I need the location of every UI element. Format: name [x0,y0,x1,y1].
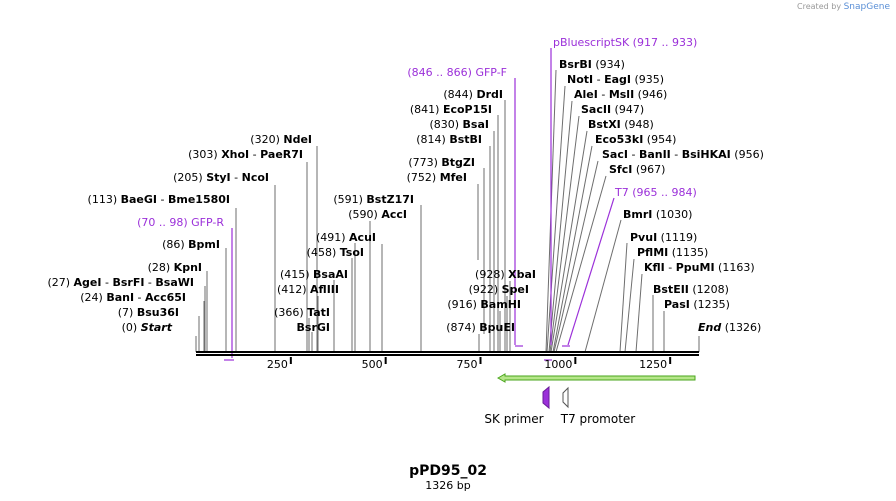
site-label-bsai: (830) BsaI [429,118,489,131]
site-label-ndei: (320) NdeI [250,133,312,146]
site-label-alei: AleI - MslI (946) [574,88,667,101]
connector-eco53ki [552,145,593,353]
tick-label-750: 750 [457,358,478,371]
map-title: pPD95_02 [409,463,487,479]
connector-kfli [635,273,643,353]
site-label-afliii: (412) AflIII [277,283,339,296]
labels: (27) AgeI - BsrFI - BsaWI (24) BanI - Acc… [47,36,763,334]
feature-arrow [496,373,696,383]
connector-alei [548,100,573,353]
connector-bstxi [550,130,588,353]
site-label-styi: (205) StyI - NcoI [173,171,269,184]
sk-primer-icon [542,385,550,410]
site-label-eco53ki: Eco53kI (954) [595,133,676,146]
site-label-bsu36i: (7) Bsu36I [118,306,179,319]
site-label-pasi: PasI (1235) [664,298,730,311]
site-label-mfei: (752) MfeI [407,171,467,184]
tick-label-500: 500 [362,358,383,371]
connector-bmri [584,219,622,353]
site-label-bstbi: (814) BstBI [416,133,482,146]
backbone-bottom-strand [196,354,699,356]
sk-primer-label: SK primer [484,412,543,426]
primer-label-pbluescriptsk: pBluescriptSK (917 .. 933) [553,36,697,49]
site-label-tati: (366) TatI [274,306,330,319]
primer-lines [224,48,615,361]
site-label-pflmi: PflMI (1135) [637,246,708,259]
site-label-sfci: SfcI (967) [609,163,665,176]
site-label-kpni: (28) KpnI [148,261,202,274]
tick-label-1250: 1250 [639,358,667,371]
site-label-bsteii: BstEII (1208) [653,283,729,296]
site-label-saci: SacI - BanII - BsiHKAI (956) [602,148,764,161]
primer-label-t7: T7 (965 .. 984) [614,186,697,199]
site-label-bpuei: (874) BpuEI [446,321,515,334]
connector-sfci [555,175,607,353]
site-label-drdi: (844) DrdI [443,88,503,101]
site-label-xhoi: (303) XhoI - PaeR7I [188,148,303,161]
site-label-bstxi: BstXI (948) [588,118,654,131]
end-label: End (1326) [698,321,761,334]
site-label-xbai: (928) XbaI [475,268,536,281]
site-label-acui: (491) AcuI [316,231,376,244]
primer-label-gfp-f: (846 .. 866) GFP-F [407,66,507,79]
brand-prefix: Created by [797,2,842,11]
site-label-spei: (922) SpeI [469,283,529,296]
snapgene-logo: SnapGene [843,2,890,12]
site-label-pvui: PvuI (1119) [630,231,697,244]
site-label-agei: (27) AgeI - BsrFI - BsaWI [47,276,194,289]
t7-promoter-icon [562,386,569,409]
site-label-acci: (590) AccI [348,208,407,221]
t7-promoter-label: T7 promoter [560,412,636,426]
site-label-baegi: (113) BaeGI - Bme1580I [88,193,230,206]
site-label-noti: NotI - EagI (935) [567,73,664,86]
connector-saci [553,160,599,353]
connector-noti [546,85,566,353]
connector-pflmi [624,258,635,353]
site-label-tsoi: (458) TsoI [307,246,364,259]
site-label-bpmi: (86) BpmI [162,238,220,251]
ruler-ticks: 250 500 750 1000 1250 [267,357,672,371]
t7-line [567,197,615,346]
brand-credit: Created by SnapGene [797,2,890,12]
site-label-bstz17i: (591) BstZ17I [333,193,414,206]
site-label-btgzi: (773) BtgZI [408,156,475,169]
site-label-kfli: KflI - PpuMI (1163) [644,261,755,274]
site-label-bsrbi: BsrBI (934) [559,58,625,71]
sequence-backbone [196,351,699,356]
primer-label-gfp-r: (70 .. 98) GFP-R [137,216,224,229]
site-label-bani: (24) BanI - Acc65I [80,291,186,304]
tick-label-250: 250 [267,358,288,371]
backbone-top-strand [196,351,699,353]
tick-label-1000: 1000 [544,358,572,371]
site-label-ecop15i: (841) EcoP15I [410,103,492,116]
connector-sacii [549,115,580,353]
site-label-sacii: SacII (947) [581,103,644,116]
connector-pvui [619,242,628,353]
site-label-bamhi: (916) BamHI [447,298,521,311]
feature-track [496,373,696,410]
site-label-bsaai: (415) BsaAI [280,268,348,281]
start-label: (0) Start [122,321,173,334]
map-length: 1326 bp [425,479,470,492]
site-label-bsrgi: BsrGI [297,321,330,334]
site-label-bmri: BmrI (1030) [623,208,692,221]
